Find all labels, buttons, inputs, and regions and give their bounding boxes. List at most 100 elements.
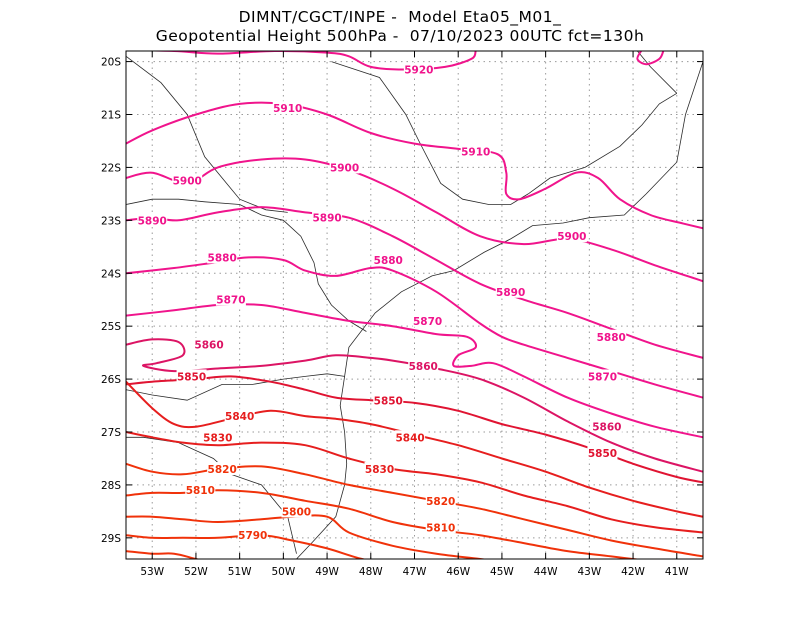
y-tick-label: 23S bbox=[101, 215, 121, 227]
contour-label-bg bbox=[272, 101, 303, 115]
contour-label-bg bbox=[591, 419, 622, 433]
contour-label-bg bbox=[408, 358, 439, 372]
contour-label-bg bbox=[237, 528, 268, 542]
state-border-mg-es bbox=[637, 51, 678, 94]
x-tick-label: 49W bbox=[315, 566, 339, 578]
argentina-border bbox=[126, 400, 297, 554]
contour-label-5860: 5860 bbox=[194, 340, 223, 352]
contour-5840 bbox=[126, 380, 703, 518]
contour-label-bg bbox=[176, 369, 207, 383]
contour-label-bg bbox=[329, 160, 360, 174]
contour-label-5820: 5820 bbox=[426, 496, 455, 508]
contour-5780 bbox=[126, 550, 201, 559]
state-border-ms-sp bbox=[126, 55, 288, 213]
contour-label-5920: 5920 bbox=[404, 65, 433, 77]
contour-label-5800: 5800 bbox=[282, 506, 311, 518]
x-tick-label: 52W bbox=[184, 566, 208, 578]
y-tick-label: 25S bbox=[101, 321, 121, 333]
contour-label-bg bbox=[460, 144, 491, 158]
contour-label-bg bbox=[425, 493, 456, 507]
contour-labels: 5920 5910 5910 5900 5900 5900 5890 5890 5890 5880… bbox=[137, 62, 627, 542]
brazil-coastline bbox=[296, 61, 703, 559]
contour-label-5870: 5870 bbox=[216, 295, 245, 307]
contour-label-bg bbox=[172, 173, 203, 187]
contour-label-bg bbox=[185, 483, 216, 497]
contour-label-bg bbox=[281, 504, 312, 518]
chart-title-line2: Geopotential Height 500hPa - 07/10/2023 … bbox=[155, 27, 645, 45]
contour-label-bg bbox=[312, 210, 343, 224]
contour-label-5900: 5900 bbox=[330, 162, 359, 174]
contour-label-bg bbox=[425, 520, 456, 534]
contour-label-5810: 5810 bbox=[186, 485, 215, 497]
contour-label-5880: 5880 bbox=[597, 332, 626, 344]
contour-label-5880: 5880 bbox=[374, 255, 403, 267]
x-tick-label: 44W bbox=[534, 566, 558, 578]
contour-label-5870: 5870 bbox=[588, 371, 617, 383]
contour-label-5810: 5810 bbox=[426, 522, 455, 534]
contour-label-bg bbox=[202, 430, 233, 444]
contour-5820 bbox=[126, 462, 703, 558]
contour-5860 bbox=[126, 338, 703, 473]
contour-label-5890: 5890 bbox=[138, 215, 167, 227]
y-tick-label: 20S bbox=[101, 57, 121, 69]
contour-label-bg bbox=[403, 62, 434, 76]
contour-label-bg bbox=[364, 462, 395, 476]
contour-label-bg bbox=[207, 250, 238, 264]
state-border-sp-mg bbox=[331, 61, 529, 205]
contour-label-5870: 5870 bbox=[413, 316, 442, 328]
contour-label-bg bbox=[395, 430, 426, 444]
contour-label-bg bbox=[137, 213, 168, 227]
y-tick-label: 26S bbox=[101, 374, 121, 386]
x-tick-label: 53W bbox=[140, 566, 164, 578]
contour-label-5910: 5910 bbox=[273, 103, 302, 115]
x-tick-label: 51W bbox=[228, 566, 252, 578]
contour-5870 bbox=[126, 303, 703, 439]
x-tick-label: 48W bbox=[359, 566, 383, 578]
x-tick-label: 46W bbox=[446, 566, 470, 578]
contour-label-5840: 5840 bbox=[396, 432, 425, 444]
state-border-mg-rj bbox=[527, 92, 678, 195]
contour-5890 bbox=[126, 206, 703, 359]
map-outlines bbox=[126, 51, 703, 559]
contour-label-5790: 5790 bbox=[238, 530, 267, 542]
contour-5920 bbox=[636, 51, 665, 66]
contour-label-bg bbox=[587, 369, 618, 383]
contour-label-5850: 5850 bbox=[374, 395, 403, 407]
y-tick-label: 24S bbox=[101, 268, 121, 280]
y-axis: 20S 21S 22S 23S 24S 25S 26S 27S 28S 29S bbox=[101, 57, 703, 545]
contour-label-5860: 5860 bbox=[592, 422, 621, 434]
contour-label-5890: 5890 bbox=[496, 287, 525, 299]
contour-label-bg bbox=[412, 313, 443, 327]
contour-label-5860: 5860 bbox=[409, 361, 438, 373]
x-tick-label: 41W bbox=[665, 566, 689, 578]
contour-label-5900: 5900 bbox=[557, 231, 586, 243]
x-tick-label: 45W bbox=[490, 566, 514, 578]
contour-label-5830: 5830 bbox=[203, 432, 232, 444]
x-tick-label: 42W bbox=[621, 566, 645, 578]
state-border-pr-north bbox=[126, 198, 367, 332]
x-axis: 53W 52W 51W 50W 49W 48W 47W 46W 45W 44W 43W 42W 41W bbox=[140, 51, 689, 578]
contour-label-bg bbox=[215, 292, 246, 306]
contour-label-5820: 5820 bbox=[208, 464, 237, 476]
contour-label-5890: 5890 bbox=[312, 213, 341, 225]
y-tick-label: 27S bbox=[101, 427, 121, 439]
contour-label-5910: 5910 bbox=[461, 147, 490, 159]
contour-5880 bbox=[126, 256, 703, 399]
state-border-pr-sc bbox=[126, 373, 345, 401]
contour-label-bg bbox=[587, 446, 618, 460]
contour-label-bg bbox=[224, 409, 255, 423]
y-tick-label: 28S bbox=[101, 480, 121, 492]
y-tick-label: 22S bbox=[101, 162, 121, 174]
contour-label-bg bbox=[207, 462, 238, 476]
chart-title-line1: DIMNT/CGCT/INPE - Model Eta05_M01_ bbox=[238, 8, 562, 26]
contour-label-5880: 5880 bbox=[208, 252, 237, 264]
x-tick-label: 43W bbox=[577, 566, 601, 578]
y-tick-label: 21S bbox=[101, 110, 121, 122]
contour-label-5840: 5840 bbox=[225, 411, 254, 423]
contour-label-5830: 5830 bbox=[365, 464, 394, 476]
x-tick-label: 47W bbox=[403, 566, 427, 578]
contour-label-bg bbox=[495, 284, 526, 298]
contour-label-bg bbox=[194, 337, 225, 351]
contour-label-bg bbox=[596, 329, 627, 343]
